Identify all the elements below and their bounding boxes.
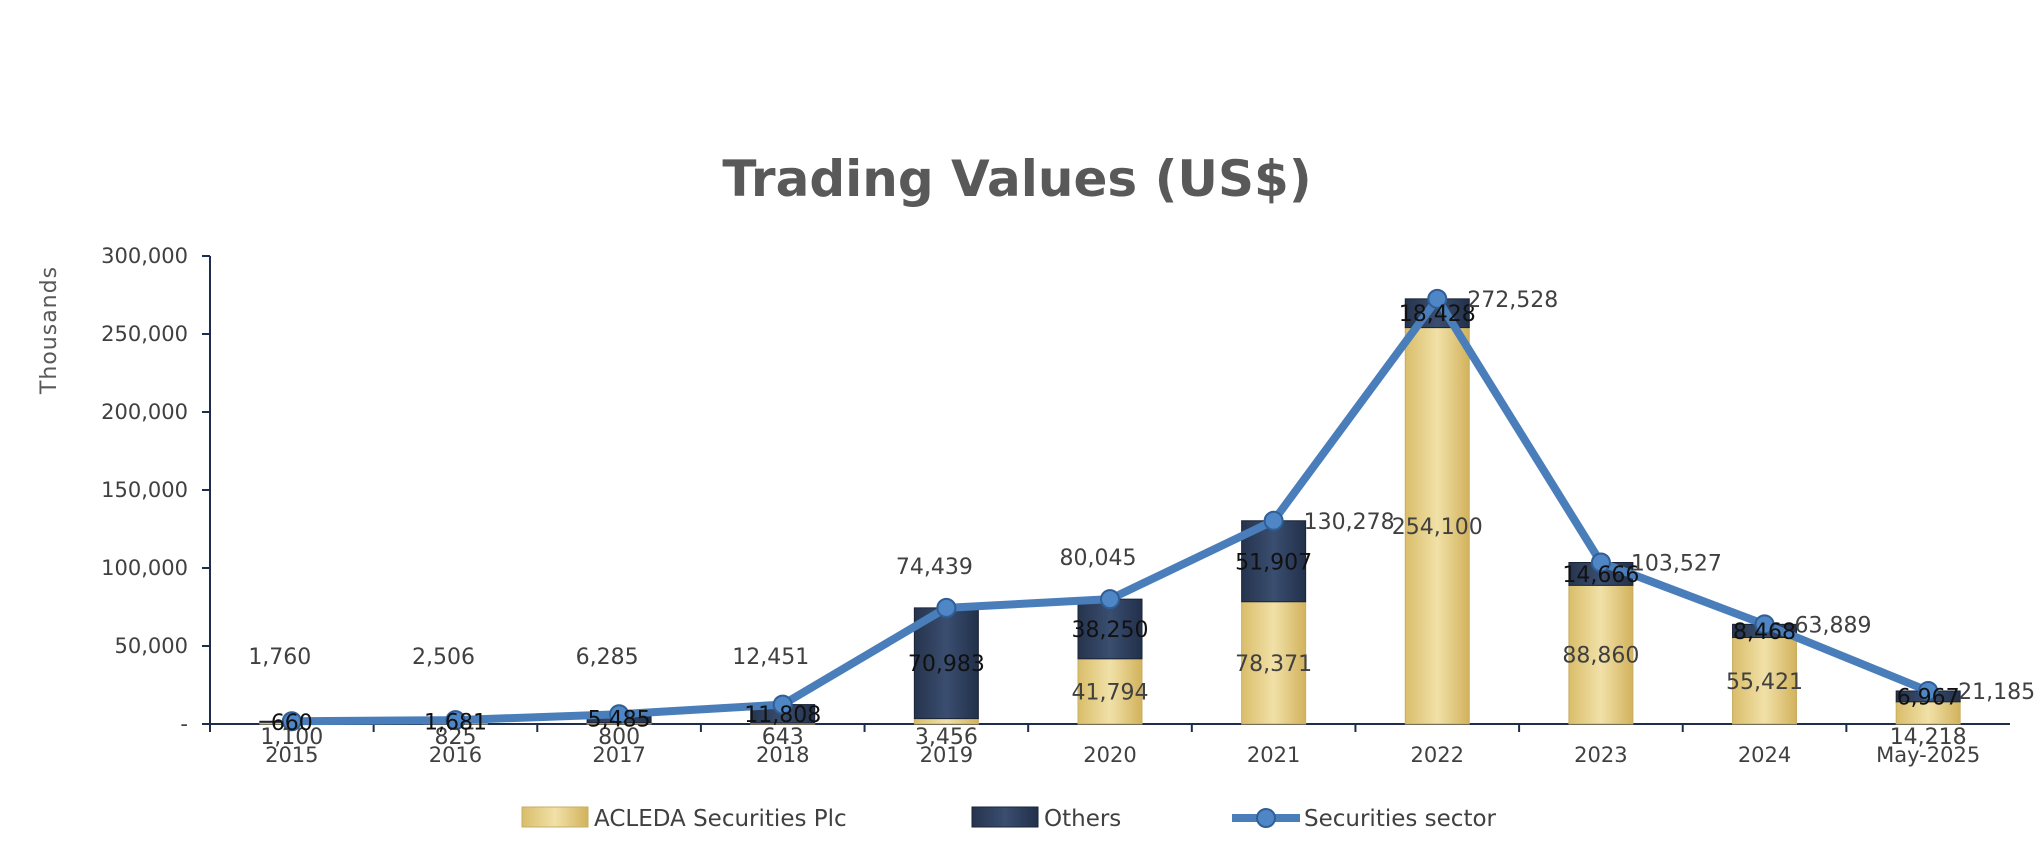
- data-label-others: 11,808: [744, 703, 821, 728]
- y-tick-label: 300,000: [101, 244, 188, 268]
- x-tick-label: 2024: [1738, 743, 1791, 767]
- data-label-others: 14,666: [1562, 563, 1639, 588]
- x-tick-label: 2016: [429, 743, 482, 767]
- legend-marker: [1256, 808, 1276, 828]
- x-tick-label: 2017: [592, 743, 645, 767]
- data-label-securities-sector: 80,045: [1060, 546, 1137, 571]
- data-label-acleda: 825: [434, 725, 476, 750]
- x-tick-label: 2018: [756, 743, 809, 767]
- securities-sector-point: [1263, 510, 1284, 531]
- y-tick-label: 200,000: [101, 400, 188, 424]
- y-tick-label: 150,000: [101, 478, 188, 502]
- legend-swatch: [971, 806, 1039, 828]
- data-label-securities-sector: 1,760: [248, 645, 311, 670]
- data-label-others: 38,250: [1072, 618, 1149, 643]
- legend-label: Others: [1044, 806, 1121, 832]
- data-label-others: 8,468: [1733, 620, 1796, 645]
- data-label-acleda: 78,371: [1235, 652, 1312, 677]
- securities-sector-point: [609, 704, 630, 725]
- data-label-others: 51,907: [1235, 550, 1312, 575]
- data-label-securities-sector: 2,506: [412, 645, 475, 670]
- securities-sector-point: [1427, 288, 1448, 309]
- legend-label: Securities sector: [1304, 806, 1497, 832]
- x-tick-label: 2023: [1574, 743, 1627, 767]
- bar-acleda: [1404, 327, 1470, 725]
- data-label-acleda: 88,860: [1562, 644, 1639, 669]
- data-label-securities-sector: 12,451: [732, 645, 809, 670]
- x-tick-label: 2021: [1247, 743, 1300, 767]
- data-label-others: 18,428: [1399, 302, 1476, 327]
- y-tick-label: 100,000: [101, 556, 188, 580]
- data-label-securities-sector: 130,278: [1304, 510, 1395, 535]
- data-label-others: 1,681: [424, 710, 487, 735]
- x-axis-ticks: 2015 2016 2017 2018 2019 2020 2021 2022 2023 2024…: [209, 724, 1980, 767]
- data-label-acleda: 41,794: [1072, 680, 1149, 705]
- data-label-securities-sector: 63,889: [1795, 613, 1872, 638]
- line-layer: [281, 288, 1939, 732]
- data-label-securities-sector: 272,528: [1467, 288, 1558, 313]
- data-label-acleda: 1,100: [260, 725, 323, 750]
- securities-sector-point: [1754, 614, 1775, 635]
- data-label-others: 6,967: [1897, 685, 1960, 710]
- y-tick-label: -: [180, 712, 188, 736]
- data-label-securities-sector: 21,185: [1958, 680, 2034, 705]
- y-tick-label: 50,000: [115, 634, 188, 658]
- data-label-acleda: 3,456: [915, 725, 978, 750]
- data-label-others: 70,983: [908, 652, 985, 677]
- bar-acleda: [1732, 637, 1798, 725]
- securities-sector-point: [936, 597, 957, 618]
- securities-sector-point: [1100, 589, 1120, 610]
- bar-acleda: [913, 718, 979, 725]
- securities-sector-point: [281, 711, 302, 732]
- x-tick-label: 2020: [1083, 743, 1136, 767]
- y-axis-ticks: - 50,000 100,000 150,000 200,000 250,000 300,0…: [101, 244, 210, 736]
- bars-layer: [259, 298, 1961, 725]
- data-label-acleda: 55,421: [1726, 670, 1803, 695]
- bar-acleda: [1077, 658, 1143, 725]
- data-label-others: 5,485: [588, 707, 651, 732]
- data-label-acleda: 800: [598, 725, 640, 750]
- securities-sector-point: [1918, 680, 1939, 701]
- bar-acleda: [1568, 584, 1634, 725]
- data-label-securities-sector: 74,439: [896, 555, 973, 580]
- securities-sector-point: [772, 694, 793, 715]
- x-tick-label: 2022: [1411, 743, 1464, 767]
- chart-title: Trading Values (US$): [722, 150, 1312, 208]
- y-axis-label: Thousands: [37, 266, 62, 395]
- data-label-acleda: 254,100: [1392, 515, 1483, 540]
- securities-sector-point: [1590, 552, 1611, 573]
- legend-label: ACLEDA Securities Plc: [594, 806, 847, 832]
- data-label-others: 660: [271, 711, 313, 736]
- legend: ACLEDA Securities Plc Others Securities se…: [521, 806, 1497, 832]
- legend-swatch: [521, 806, 589, 828]
- y-tick-label: 250,000: [101, 322, 188, 346]
- x-tick-label: May-2025: [1876, 743, 1980, 767]
- data-label-acleda: 643: [762, 725, 804, 750]
- data-label-securities-sector: 6,285: [576, 645, 639, 670]
- x-tick-label: 2019: [920, 743, 973, 767]
- securities-sector-point: [445, 710, 466, 731]
- data-label-securities-sector: 103,527: [1631, 551, 1722, 576]
- data-label-acleda: 14,218: [1890, 725, 1967, 750]
- x-tick-label: 2015: [265, 743, 318, 767]
